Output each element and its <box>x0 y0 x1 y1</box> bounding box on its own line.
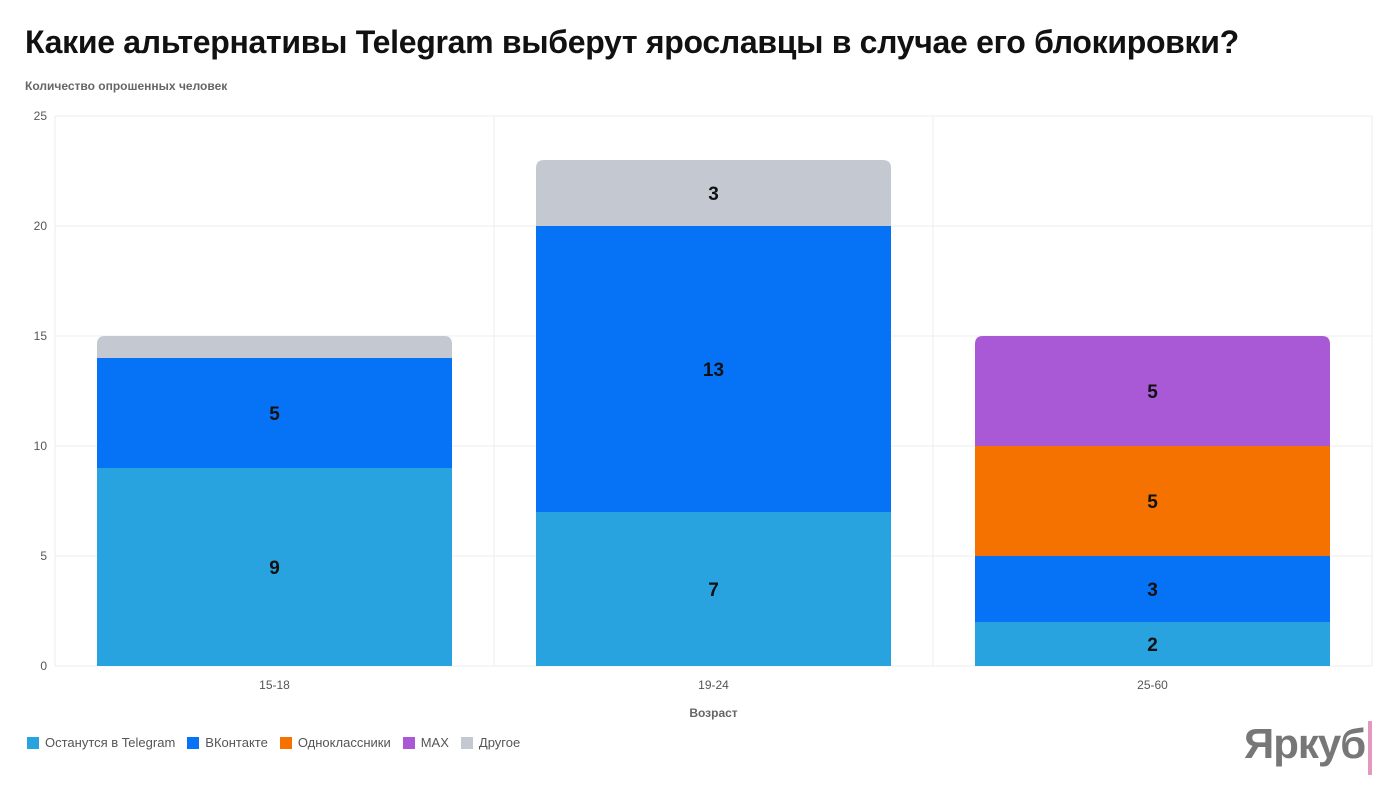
bar-segment <box>536 226 891 512</box>
legend-swatch <box>187 736 200 749</box>
data-label: 5 <box>1147 492 1158 513</box>
data-label: 9 <box>269 558 280 579</box>
chart-title: Какие альтернативы Telegram выберут ярос… <box>25 24 1239 60</box>
legend-swatch <box>279 736 292 749</box>
y-tick-label: 20 <box>34 219 48 233</box>
legend-item[interactable]: MAX <box>402 735 449 750</box>
y-axis-label: Количество опрошенных человек <box>25 79 228 93</box>
x-tick-label: 19-24 <box>698 678 729 692</box>
y-tick-label: 0 <box>40 659 47 673</box>
logo: Яркуб <box>1244 720 1366 767</box>
data-label: 3 <box>1147 580 1158 601</box>
legend-label: ВКонтакте <box>205 735 268 750</box>
bar-segment <box>97 336 452 358</box>
bar-segment <box>97 468 452 666</box>
bar-segment <box>536 512 891 666</box>
legend-label: Другое <box>478 735 521 750</box>
y-tick-label: 15 <box>34 329 48 343</box>
x-tick-label: 15-18 <box>259 678 290 692</box>
legend-swatch <box>460 736 473 749</box>
data-label: 3 <box>708 184 719 205</box>
legend-swatch <box>402 736 415 749</box>
legend-label: Одноклассники <box>297 735 391 750</box>
bar-segment <box>975 336 1330 446</box>
data-label: 13 <box>703 360 724 381</box>
data-label: 7 <box>708 580 719 601</box>
legend-item[interactable]: ВКонтакте <box>187 735 268 750</box>
data-label: 5 <box>1147 382 1158 403</box>
bar-segment <box>97 358 452 468</box>
bar-segment <box>975 556 1330 622</box>
y-tick-label: 10 <box>34 439 48 453</box>
y-tick-label: 5 <box>40 549 47 563</box>
bar-segment <box>975 622 1330 666</box>
data-label: 5 <box>269 404 280 425</box>
data-label: 2 <box>1147 635 1158 656</box>
x-axis-label: Возраст <box>689 706 737 720</box>
x-tick-label: 25-60 <box>1137 678 1168 692</box>
legend-label: Останутся в Telegram <box>45 735 176 750</box>
legend-item[interactable]: Другое <box>460 735 521 750</box>
legend-swatch <box>27 736 39 749</box>
y-tick-label: 25 <box>34 109 48 123</box>
chart-plot: 0 5 10 15 20 25 9 5 15-18 7 13 3 19-24 2 3 5 5 25-60 Возра… <box>34 109 1373 720</box>
bar-segment <box>536 160 891 226</box>
legend: Останутся в Telegram ВКонтакте Одноклассни… <box>27 735 520 750</box>
legend-item[interactable]: Одноклассники <box>279 735 391 750</box>
legend-label: MAX <box>420 735 449 750</box>
bar-segment <box>975 446 1330 556</box>
legend-item[interactable]: Останутся в Telegram <box>27 735 175 750</box>
logo-accent-bar <box>1368 721 1372 775</box>
